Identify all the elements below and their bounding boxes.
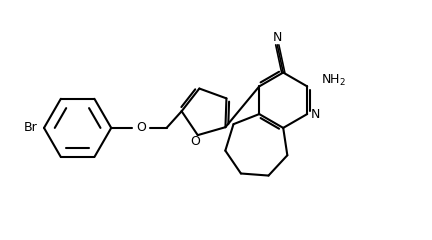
Text: N: N [311,108,321,120]
Text: O: O [190,135,200,148]
Text: N: N [273,31,282,44]
Text: O: O [136,121,146,134]
Text: Br: Br [23,121,37,134]
Text: NH$_2$: NH$_2$ [321,73,346,88]
